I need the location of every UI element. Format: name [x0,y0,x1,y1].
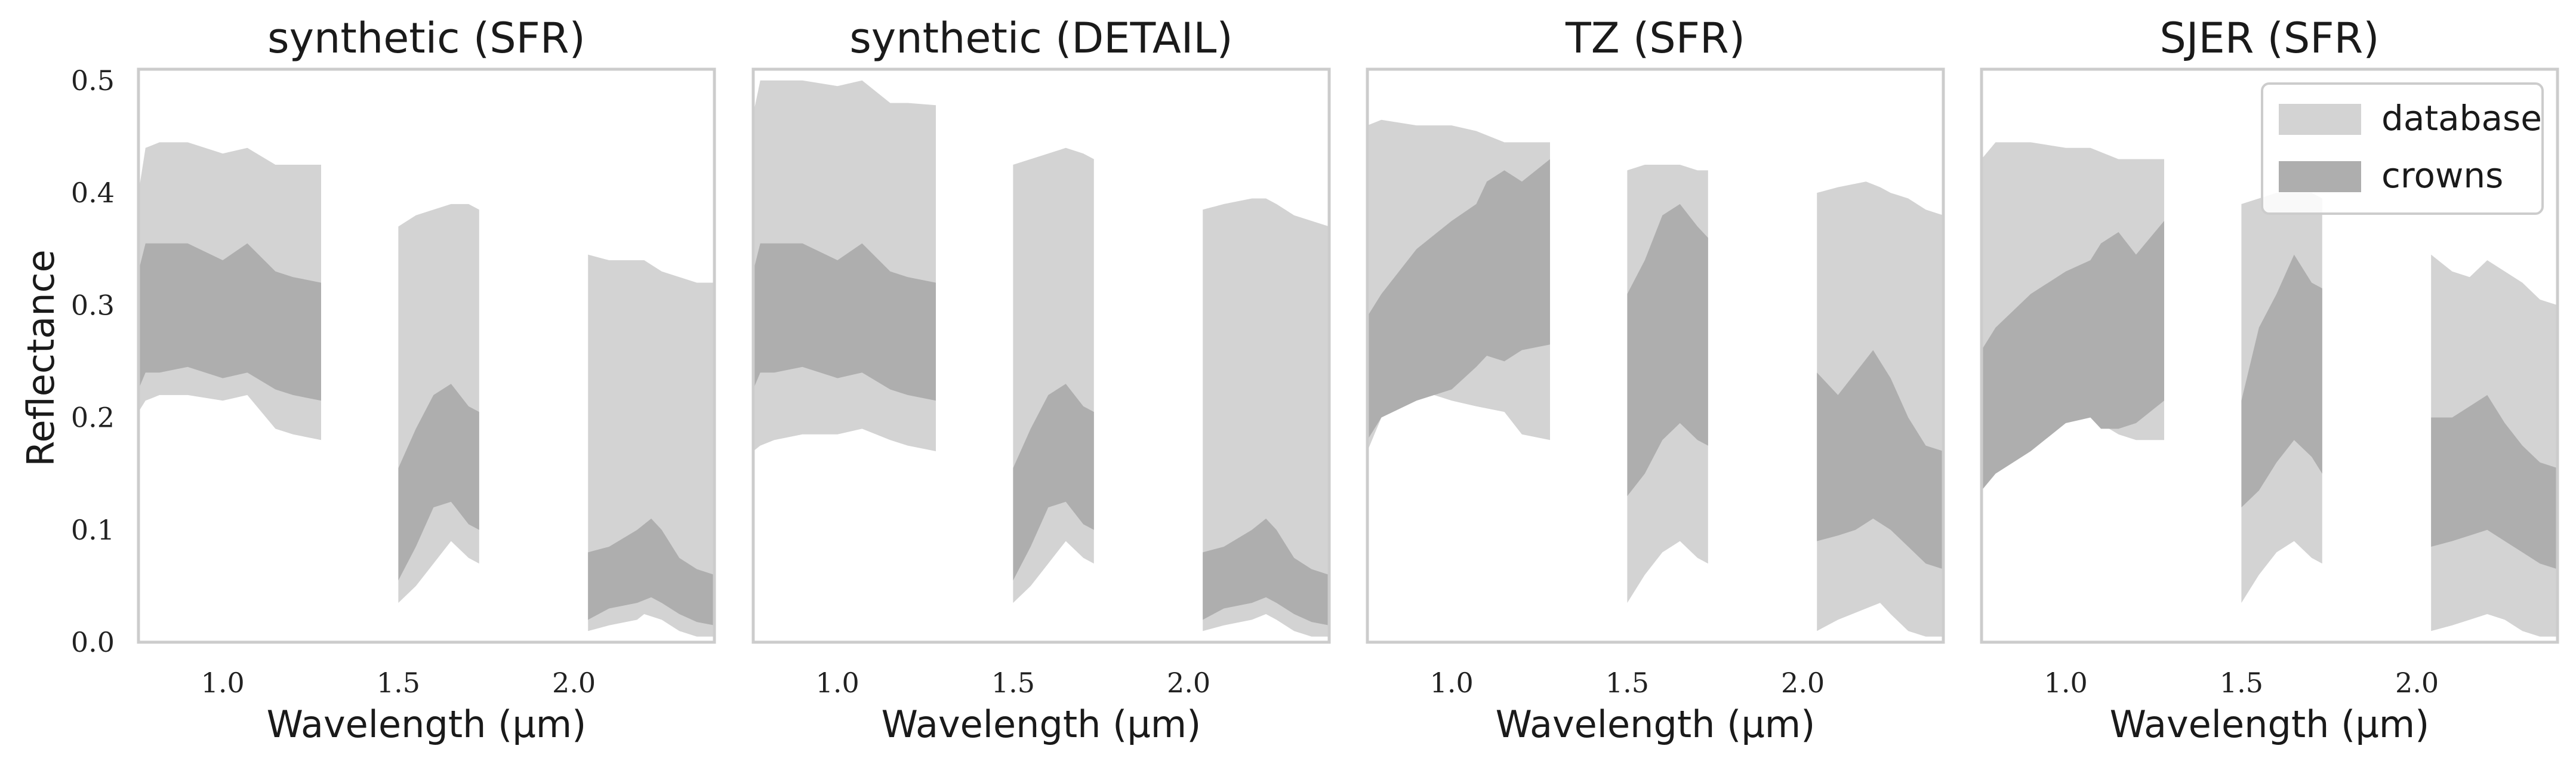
y-tick-label: 0.4 [71,177,115,209]
x-axis-label-4: Wavelength (µm) [2110,702,2430,746]
x-tick-label: 1.5 [991,667,1035,699]
legend: database crowns [2261,82,2544,215]
panel-frame-3 [1366,67,1945,644]
panel-frame-4 [1980,67,2559,644]
y-tick-label: 0.2 [71,402,115,434]
x-tick-label: 2.0 [1781,667,1825,699]
crowns-band-3 [1203,518,1329,625]
crowns-band-1 [1367,159,1550,440]
database-band-3 [1203,198,1329,637]
panel-title-4: SJER (SFR) [2159,14,2379,63]
y-tick-label: 0.0 [71,626,115,658]
crowns-band-1 [753,243,936,401]
x-tick-label: 2.0 [552,667,596,699]
plot-area-4 [1982,142,2557,637]
panel-frame-2 [751,67,1331,644]
x-axis-label-1: Wavelength (µm) [267,702,587,746]
crowns-band-3 [2431,395,2557,569]
x-tick-label: 1.5 [377,667,420,699]
crowns-band-2 [1013,384,1094,581]
x-tick-label: 1.0 [201,667,245,699]
x-tick-label: 1.0 [1430,667,1474,699]
plot-area-1 [138,142,714,637]
x-tick-label: 1.0 [816,667,859,699]
legend-label-database: database [2381,98,2542,138]
legend-swatch-database [2279,104,2361,135]
x-tick-label: 1.5 [1606,667,1649,699]
y-tick-label: 0.5 [71,64,115,97]
crowns-band-2 [2241,254,2322,508]
x-tick-label: 2.0 [2395,667,2439,699]
x-tick-label: 2.0 [1167,667,1210,699]
panels: synthetic (SFR) 1.0 1.5 2.0 0.0 0.1 0.2 0.3 0.4 0… [71,14,2559,746]
plot-area-2 [753,80,1329,637]
crowns-band-2 [398,384,479,581]
y-axis-label: Reflectance [19,249,63,467]
crowns-band-3 [588,518,714,625]
panel-title-1: synthetic (SFR) [267,14,586,63]
x-axis-label-3: Wavelength (µm) [1496,702,1816,746]
legend-label-crowns: crowns [2381,155,2503,196]
x-axis-label-2: Wavelength (µm) [882,702,1201,746]
crowns-band-2 [1627,204,1708,497]
y-tick-label: 0.3 [71,289,115,321]
panel-title-3: TZ (SFR) [1565,14,1745,63]
crowns-band-1 [1982,221,2164,491]
plot-area-3 [1367,119,1943,637]
x-tick-label: 1.0 [2044,667,2088,699]
panel-title-2: synthetic (DETAIL) [849,14,1232,63]
legend-swatch-crowns [2279,161,2361,192]
x-tick-label: 1.5 [2220,667,2263,699]
crowns-band-3 [1817,350,1943,569]
panel-frame-1 [137,67,716,644]
crowns-band-1 [138,243,321,401]
y-tick-label: 0.1 [71,514,115,546]
